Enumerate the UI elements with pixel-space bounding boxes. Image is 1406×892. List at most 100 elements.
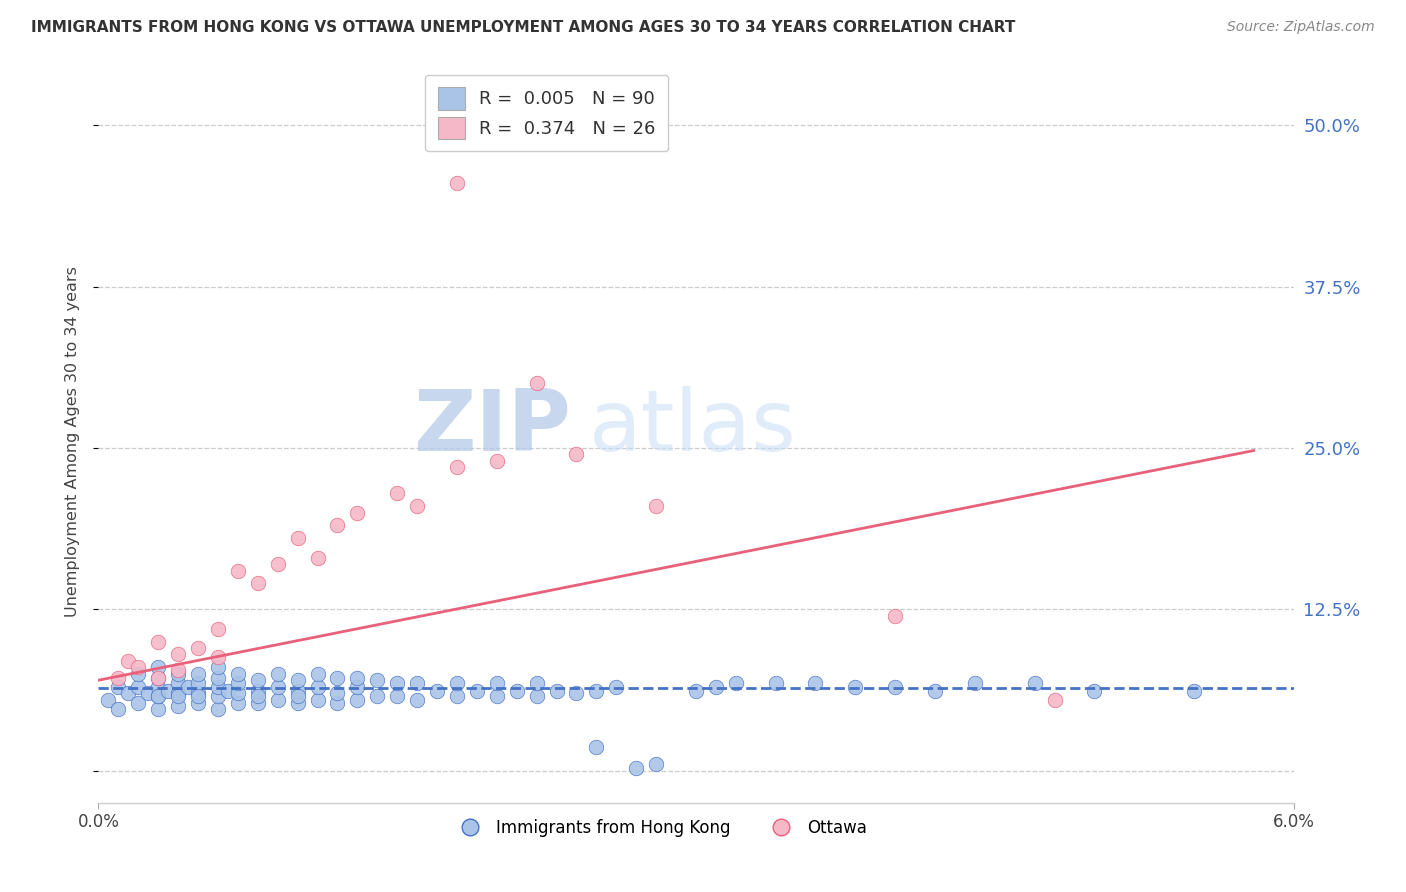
Point	[1083, 683, 1105, 698]
Point	[127, 680, 149, 694]
Point	[385, 689, 409, 703]
Point	[1182, 683, 1205, 698]
Point	[148, 671, 170, 685]
Legend: Immigrants from Hong Kong, Ottawa: Immigrants from Hong Kong, Ottawa	[446, 813, 875, 844]
Point	[246, 683, 269, 698]
Text: Source: ZipAtlas.com: Source: ZipAtlas.com	[1227, 20, 1375, 34]
Point	[117, 686, 139, 700]
Point	[485, 689, 508, 703]
Point	[167, 675, 190, 690]
Point	[148, 660, 170, 674]
Point	[366, 689, 388, 703]
Point	[645, 757, 668, 772]
Point	[884, 680, 907, 694]
Point	[346, 680, 368, 694]
Point	[167, 689, 190, 703]
Point	[346, 692, 368, 706]
Point	[366, 673, 388, 688]
Point	[207, 689, 229, 703]
Point	[605, 680, 627, 694]
Point	[148, 689, 170, 703]
Point	[804, 675, 827, 690]
Point	[287, 689, 309, 703]
Point	[267, 680, 290, 694]
Point	[565, 447, 588, 461]
Point	[526, 376, 548, 391]
Point	[97, 692, 120, 706]
Point	[246, 673, 269, 688]
Point	[526, 675, 548, 690]
Point	[446, 689, 468, 703]
Point	[148, 701, 170, 715]
Point	[107, 701, 129, 715]
Point	[217, 683, 239, 698]
Point	[287, 531, 309, 545]
Point	[1024, 675, 1046, 690]
Point	[645, 499, 668, 513]
Point	[485, 675, 508, 690]
Point	[177, 680, 200, 694]
Point	[167, 666, 190, 681]
Point	[963, 675, 986, 690]
Point	[167, 648, 190, 662]
Point	[267, 557, 290, 571]
Text: IMMIGRANTS FROM HONG KONG VS OTTAWA UNEMPLOYMENT AMONG AGES 30 TO 34 YEARS CORRE: IMMIGRANTS FROM HONG KONG VS OTTAWA UNEM…	[31, 20, 1015, 35]
Point	[226, 564, 249, 578]
Point	[465, 683, 488, 698]
Point	[226, 666, 249, 681]
Point	[585, 683, 607, 698]
Point	[246, 689, 269, 703]
Point	[307, 692, 329, 706]
Point	[187, 666, 209, 681]
Point	[446, 177, 468, 191]
Point	[1043, 692, 1066, 706]
Point	[226, 686, 249, 700]
Point	[565, 686, 588, 700]
Point	[267, 666, 290, 681]
Point	[167, 686, 190, 700]
Point	[406, 499, 429, 513]
Point	[127, 660, 149, 674]
Point	[187, 675, 209, 690]
Point	[326, 518, 349, 533]
Point	[117, 654, 139, 668]
Point	[704, 680, 727, 694]
Point	[385, 486, 409, 500]
Point	[207, 622, 229, 636]
Point	[446, 460, 468, 475]
Point	[287, 697, 309, 711]
Point	[207, 660, 229, 674]
Point	[626, 761, 648, 775]
Point	[207, 701, 229, 715]
Point	[307, 680, 329, 694]
Point	[287, 683, 309, 698]
Point	[326, 671, 349, 685]
Point	[765, 675, 787, 690]
Point	[107, 680, 129, 694]
Point	[187, 689, 209, 703]
Point	[307, 666, 329, 681]
Point	[485, 454, 508, 468]
Point	[307, 550, 329, 565]
Point	[346, 506, 368, 520]
Text: atlas: atlas	[589, 385, 796, 468]
Point	[426, 683, 449, 698]
Point	[884, 608, 907, 623]
Point	[346, 671, 368, 685]
Point	[148, 671, 170, 685]
Point	[246, 697, 269, 711]
Point	[148, 680, 170, 694]
Point	[446, 675, 468, 690]
Point	[844, 680, 866, 694]
Point	[246, 576, 269, 591]
Point	[287, 673, 309, 688]
Y-axis label: Unemployment Among Ages 30 to 34 years: Unemployment Among Ages 30 to 34 years	[65, 266, 80, 617]
Point	[127, 697, 149, 711]
Point	[157, 683, 180, 698]
Point	[526, 689, 548, 703]
Point	[724, 675, 747, 690]
Point	[226, 675, 249, 690]
Point	[187, 697, 209, 711]
Point	[207, 671, 229, 685]
Point	[226, 697, 249, 711]
